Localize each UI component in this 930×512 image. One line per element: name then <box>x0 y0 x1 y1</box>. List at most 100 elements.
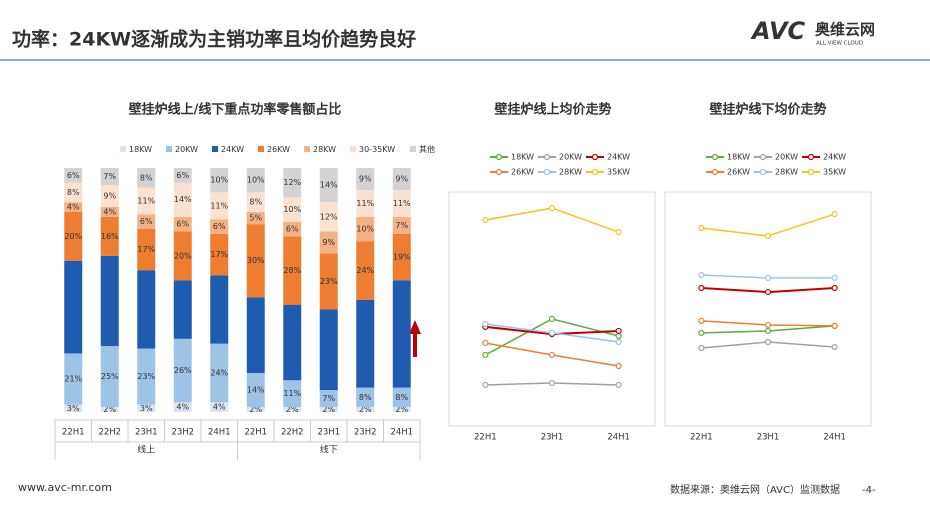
legend-label: 28KW <box>313 145 336 154</box>
x-tick-label: 23H2 <box>171 428 194 438</box>
point <box>831 274 838 282</box>
bar-segment <box>356 299 375 388</box>
bar-segment <box>392 189 411 217</box>
legend-label: 26KW <box>267 145 290 154</box>
legend-swatch <box>258 146 264 152</box>
point <box>698 284 705 292</box>
logo-name: 奥维云网 <box>815 21 875 39</box>
legend-label: 20KW <box>775 153 798 162</box>
value-label: 23% <box>320 277 338 286</box>
bar-segment <box>356 387 375 408</box>
value-label: 8% <box>67 188 80 197</box>
point <box>482 216 489 224</box>
bar-segment <box>137 168 156 188</box>
bar-segment <box>137 348 156 405</box>
x-tick-label: 22H2 <box>281 428 304 438</box>
bar-segment <box>283 304 302 381</box>
point <box>615 327 622 335</box>
value-label: 11% <box>393 199 411 208</box>
legend-swatch <box>120 146 126 152</box>
bar-segment <box>392 233 411 281</box>
point <box>764 338 772 346</box>
bar-segment <box>319 202 338 232</box>
page-number: -4- <box>862 485 876 496</box>
bar-segment <box>173 168 192 183</box>
legend-label: 26KW <box>511 168 534 177</box>
legend-label: 30-35KW <box>359 145 395 154</box>
point <box>615 362 622 370</box>
legend-label: 24KW <box>607 153 630 162</box>
value-label: 2% <box>395 405 408 414</box>
point <box>615 381 622 389</box>
legend-marker <box>711 168 719 176</box>
bar-segment <box>64 353 83 405</box>
value-label: 16% <box>101 232 119 241</box>
bar-segment <box>356 241 375 300</box>
bar-segment <box>246 192 265 212</box>
value-label: 6% <box>286 225 299 234</box>
point <box>764 288 772 296</box>
value-label: 26% <box>174 366 192 375</box>
bar-segment <box>210 275 229 344</box>
point <box>698 271 705 279</box>
value-label: 9% <box>103 192 116 201</box>
bar-segment <box>392 216 411 234</box>
value-label: 30% <box>247 256 265 265</box>
bar-segment <box>173 338 192 403</box>
value-label: 9% <box>359 174 372 183</box>
value-label: 21% <box>64 375 82 384</box>
legend-swatch <box>166 146 172 152</box>
value-label: 8% <box>140 173 153 182</box>
bar-segment <box>173 182 192 217</box>
bar-segment <box>283 380 302 408</box>
value-label: 4% <box>103 207 116 216</box>
group-label: 线下 <box>320 444 338 456</box>
legend-marker <box>807 153 815 161</box>
legend-label: 其他 <box>419 144 435 154</box>
value-label: 7% <box>395 221 408 230</box>
value-label: 4% <box>67 203 80 212</box>
legend-marker <box>591 153 599 161</box>
value-label: 2% <box>286 405 299 414</box>
value-label: 8% <box>395 393 408 402</box>
bar-segment <box>173 402 192 412</box>
point <box>831 322 838 330</box>
bar-segment <box>319 390 338 408</box>
point <box>615 332 622 340</box>
group-label: 线上 <box>137 444 155 456</box>
bar-segment <box>246 407 265 412</box>
logo-mark: AVC <box>750 17 806 45</box>
value-label: 8% <box>249 198 262 207</box>
point <box>698 344 705 352</box>
value-label: 10% <box>210 176 228 185</box>
legend-swatch <box>212 146 218 152</box>
source: 数据来源：奥维云网（AVC）监测数据 <box>670 483 840 496</box>
bar-segment <box>210 343 229 403</box>
value-label: 6% <box>176 171 189 180</box>
point <box>831 343 838 351</box>
value-label: 9% <box>395 174 408 183</box>
point <box>482 351 489 359</box>
logo-sub: ALL VIEW CLOUD <box>816 41 863 47</box>
slide-title: 功率：24KW逐渐成为主销功率且均价趋势良好 <box>12 28 416 51</box>
bar-segment <box>100 216 119 256</box>
x-tick-label: 23H1 <box>541 433 564 443</box>
legend-label: 20KW <box>559 153 582 162</box>
legend-marker <box>495 153 503 161</box>
bar-segment <box>137 229 156 271</box>
x-tick-label: 22H1 <box>62 428 85 438</box>
bar-segment <box>319 253 338 310</box>
value-label: 8% <box>359 393 372 402</box>
value-label: 17% <box>137 245 155 254</box>
legend-marker <box>591 168 599 176</box>
point <box>764 321 772 329</box>
value-label: 12% <box>283 178 301 187</box>
value-label: 14% <box>247 386 265 395</box>
value-label: 2% <box>249 405 262 414</box>
value-label: 2% <box>322 405 335 414</box>
bar-segment <box>283 221 302 237</box>
value-label: 11% <box>283 389 301 398</box>
bar-segment <box>319 309 338 391</box>
bar-segment <box>100 255 119 347</box>
